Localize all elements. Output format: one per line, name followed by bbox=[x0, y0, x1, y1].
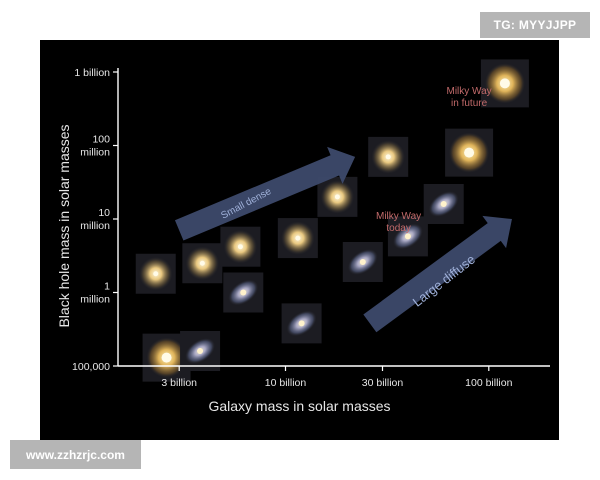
galaxy-thumbnail bbox=[387, 216, 428, 257]
galaxy-thumbnail bbox=[281, 303, 322, 344]
y-tick-label-line: 100 bbox=[92, 134, 110, 146]
trend-arrow bbox=[174, 146, 356, 241]
galaxy-core bbox=[440, 200, 447, 207]
galaxy-thumbnail bbox=[180, 330, 221, 371]
galaxy-core bbox=[298, 320, 305, 327]
galaxy-core bbox=[404, 233, 411, 240]
x-tick-label: 30 billion bbox=[362, 377, 404, 389]
galaxy-core bbox=[199, 260, 205, 266]
galaxy-thumbnail bbox=[368, 136, 409, 177]
x-axis-title: Galaxy mass in solar masses bbox=[208, 398, 391, 414]
galaxy-core bbox=[237, 244, 243, 250]
galaxy-core bbox=[334, 194, 340, 200]
annotation-line: today bbox=[386, 223, 410, 234]
galaxy-core bbox=[197, 347, 204, 354]
annotation-line: Milky Way bbox=[376, 211, 421, 222]
y-tick-label-line: 10 bbox=[98, 207, 110, 219]
galaxy-core bbox=[161, 352, 172, 363]
galaxy-thumbnail bbox=[220, 226, 261, 267]
tag-badge: TG: MYYJJPP bbox=[480, 12, 590, 38]
galaxy-core bbox=[153, 271, 159, 277]
y-tick-label-line: million bbox=[80, 220, 110, 232]
trend-arrow bbox=[363, 215, 512, 333]
x-tick-label: 10 billion bbox=[265, 377, 307, 389]
galaxy-thumbnail bbox=[182, 243, 223, 284]
y-tick-label-line: 1 bbox=[104, 281, 110, 293]
y-tick-label-line: 100,000 bbox=[72, 361, 110, 373]
x-tick-label: 3 billion bbox=[161, 377, 197, 389]
galaxy-thumbnail bbox=[223, 272, 264, 313]
annotation-line: in future bbox=[451, 98, 488, 109]
site-watermark: www.zzhzrjc.com bbox=[10, 440, 141, 469]
galaxy-thumbnail bbox=[135, 253, 176, 294]
galaxy-annotation: Milky Way today bbox=[376, 211, 421, 234]
y-tick-label-line: million bbox=[80, 147, 110, 159]
galaxy-thumbnail bbox=[445, 128, 494, 177]
y-tick-label: 100,000 bbox=[72, 361, 110, 373]
galaxy-core bbox=[359, 258, 366, 265]
y-tick-label-line: million bbox=[80, 294, 110, 306]
galaxy-core bbox=[464, 147, 475, 158]
galaxy-annotation: Milky Way in future bbox=[447, 86, 492, 109]
galaxy-core bbox=[385, 154, 391, 160]
galaxy-thumbnail bbox=[342, 241, 383, 282]
galaxy-thumbnail bbox=[277, 218, 318, 259]
y-tick-label: 1 million bbox=[80, 281, 110, 306]
galaxy-thumbnail bbox=[480, 59, 529, 108]
x-tick-label: 100 billion bbox=[465, 377, 512, 389]
y-axis-title-text: Black hole mass in solar masses bbox=[56, 124, 72, 328]
galaxy-core bbox=[240, 289, 247, 296]
y-tick-label-line: 1 billion bbox=[74, 67, 110, 79]
galaxy-thumbnail bbox=[317, 176, 358, 217]
annotation-line: Milky Way bbox=[447, 86, 492, 97]
y-tick-label: 10 million bbox=[80, 207, 110, 232]
chart-figure: 100,000 1 million 10 million 100 million 1 bill… bbox=[40, 40, 559, 440]
y-tick-label: 100 million bbox=[80, 134, 110, 159]
galaxy-core bbox=[499, 78, 510, 89]
galaxy-thumbnail bbox=[423, 183, 464, 224]
galaxy-core bbox=[295, 235, 301, 241]
y-tick-label: 1 billion bbox=[74, 67, 110, 79]
